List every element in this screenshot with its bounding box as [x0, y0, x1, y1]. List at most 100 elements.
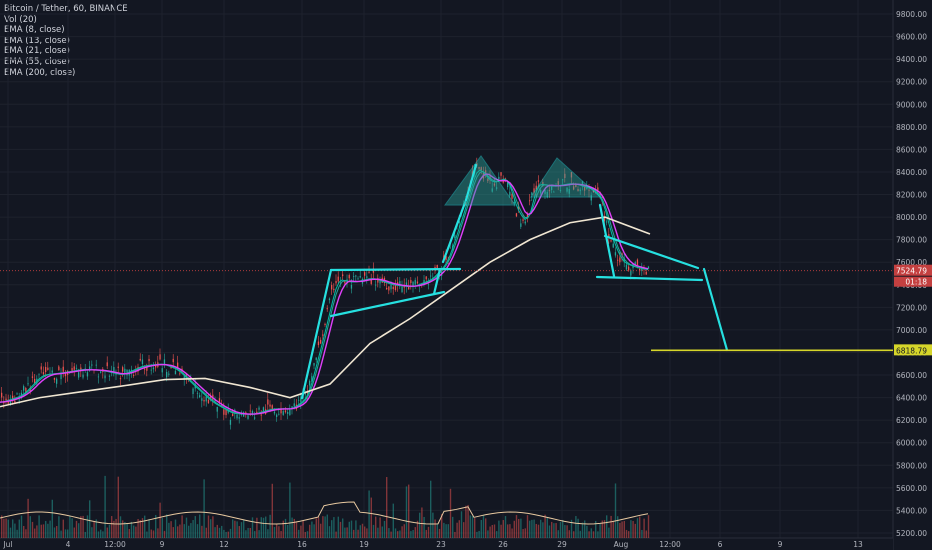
candle-body — [526, 214, 529, 219]
volume-bar — [379, 517, 381, 538]
candle-body — [218, 398, 221, 403]
candle-body — [592, 190, 595, 192]
candle-body — [86, 372, 89, 377]
y-tick-label: 9800.00 — [896, 10, 927, 19]
time-axis[interactable] — [0, 538, 893, 550]
volume-bar — [537, 524, 540, 538]
volume-bar — [130, 521, 133, 538]
volume-bar — [414, 527, 416, 538]
x-tick-label: 16 — [297, 540, 307, 549]
volume-bar — [236, 521, 238, 538]
volume-bar — [344, 527, 346, 538]
candle-body — [225, 409, 227, 416]
candle-body — [267, 399, 269, 405]
legend-ema21[interactable]: EMA (21, close) — [4, 46, 70, 57]
candle-body — [546, 191, 548, 198]
volume-bar — [262, 517, 265, 538]
volume-bar — [548, 525, 551, 538]
volume-ma-line — [0, 501, 649, 525]
x-tick-label: 4 — [66, 540, 71, 549]
legend-ema13[interactable]: EMA (13, close) — [4, 35, 70, 46]
candle-body — [379, 281, 381, 284]
volume-bar — [212, 516, 214, 538]
volume-bar — [214, 527, 216, 538]
candle-body — [31, 376, 34, 378]
volume-bar — [141, 518, 144, 538]
x-tick-label: 26 — [498, 540, 508, 549]
volume-bar — [357, 529, 359, 538]
last-price-badge[interactable] — [894, 264, 932, 276]
candle-body — [337, 276, 339, 282]
candle-body — [394, 284, 397, 291]
candle-body — [364, 272, 366, 276]
volume-bar — [210, 519, 212, 538]
volume-bar — [568, 530, 570, 538]
volume-bar — [278, 526, 280, 538]
legend-ema55[interactable]: EMA (55, close) — [4, 56, 70, 67]
drop-leg — [598, 203, 616, 278]
volume-bar — [390, 531, 392, 538]
candle-body — [201, 398, 203, 401]
volume-bar — [291, 517, 293, 538]
volume-bar — [423, 516, 425, 538]
volume-bar — [573, 531, 575, 538]
volume-bar — [106, 527, 108, 538]
legend-ema8[interactable]: EMA (8, close) — [4, 25, 65, 36]
volume-bar — [381, 526, 383, 538]
volume-bar — [146, 531, 148, 538]
candle-body — [291, 406, 293, 409]
volume-bar — [225, 531, 227, 538]
volume-bar — [370, 497, 372, 538]
volume-bar — [438, 528, 441, 538]
candle-body — [553, 191, 555, 193]
candle-body — [276, 414, 278, 417]
volume-bar — [401, 526, 403, 538]
volume-bar — [617, 516, 619, 538]
candle-body — [27, 383, 29, 385]
volume-bar — [456, 522, 458, 538]
candle-body — [207, 399, 210, 404]
volume-bar — [62, 519, 64, 538]
candle-body — [287, 412, 289, 414]
volume-bar — [53, 527, 56, 538]
y-tick-label: 9400.00 — [896, 55, 927, 64]
volume-bar — [91, 527, 93, 538]
legend-symbol[interactable]: Bitcoin / Tether, 60, BINANCE — [4, 4, 128, 14]
legend-vol[interactable]: Vol (20) — [4, 14, 37, 25]
candle-body — [141, 359, 144, 365]
y-tick-label: 5200.00 — [896, 529, 927, 538]
candle-body — [388, 286, 390, 291]
candle-body — [636, 259, 639, 266]
volume-bar — [513, 520, 515, 538]
ema21-line — [0, 173, 649, 415]
candle-body — [53, 377, 56, 380]
volume-bar — [496, 531, 498, 538]
volume-bar — [190, 523, 192, 538]
flag-pole-1 — [300, 268, 333, 400]
volume-bar — [581, 522, 584, 538]
volume-bar — [82, 515, 84, 538]
volume-bar — [192, 520, 194, 538]
volume-bar — [75, 520, 78, 538]
volume-bar — [58, 516, 60, 538]
candle-body — [405, 282, 408, 287]
candle-body — [454, 235, 456, 238]
volume-bar — [100, 529, 102, 538]
legend-ema200[interactable]: EMA (200, close) — [4, 67, 76, 78]
candle-body — [531, 192, 533, 195]
x-tick-label: Aug — [614, 540, 629, 549]
volume-bar — [333, 517, 335, 538]
volume-bar — [111, 516, 113, 538]
volume-bar — [645, 530, 647, 538]
y-tick-label: 9600.00 — [896, 33, 927, 42]
volume-bar — [280, 531, 282, 538]
candle-body — [537, 180, 540, 182]
candle-body — [614, 252, 617, 256]
candle-body — [75, 367, 78, 369]
volume-bar — [399, 530, 401, 538]
candle-body — [416, 281, 419, 284]
volume-bar — [491, 524, 493, 538]
target-price-badge[interactable] — [894, 344, 932, 356]
volume-bar — [467, 504, 469, 538]
